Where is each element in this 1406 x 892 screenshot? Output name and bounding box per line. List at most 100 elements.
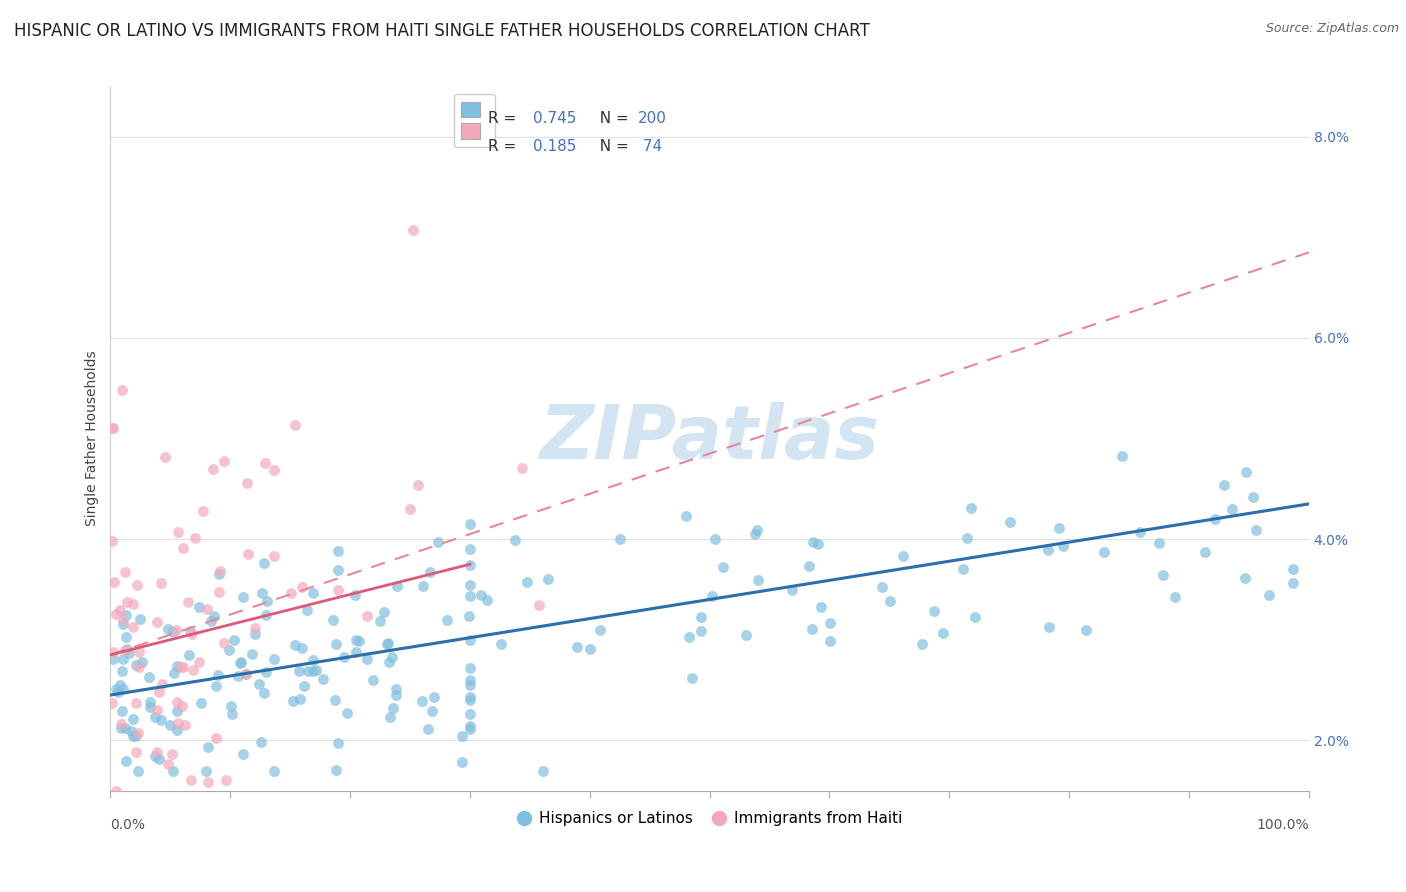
Point [172,699,194,714]
Point [411,694,433,708]
Point [128,660,150,674]
Point [1204,512,1226,526]
Point [375,637,398,651]
Point [208,564,231,578]
Point [162,625,184,640]
Point [744,526,766,541]
Point [110,721,132,735]
Point [167,525,190,540]
Point [127,578,149,592]
Point [128,612,150,626]
Point [100,696,122,710]
Point [114,565,136,579]
Point [172,541,194,555]
Point [458,673,481,687]
Point [284,418,307,433]
Point [124,658,146,673]
Point [1282,562,1305,576]
Point [328,583,350,598]
Point [292,679,315,693]
Point [191,504,214,518]
Point [159,718,181,732]
Point [589,623,612,637]
Point [263,764,285,778]
Point [322,613,344,627]
Point [399,501,422,516]
Point [166,658,188,673]
Point [122,713,145,727]
Point [458,690,481,704]
Point [110,716,132,731]
Point [111,664,134,678]
Point [510,460,533,475]
Point [166,704,188,718]
Point [336,706,359,720]
Point [801,622,824,636]
Point [190,696,212,710]
Point [344,588,367,602]
Point [197,775,219,789]
Point [678,630,700,644]
Point [1038,620,1060,634]
Point [347,634,370,648]
Point [162,764,184,778]
Point [325,763,347,777]
Point [326,736,349,750]
Point [891,549,914,564]
Point [157,757,180,772]
Point [165,623,187,637]
Point [170,660,193,674]
Point [810,600,832,615]
Point [114,721,136,735]
Point [156,622,179,636]
Point [1147,536,1170,550]
Point [240,647,263,661]
Point [253,686,276,700]
Legend: Hispanics or Latinos, Immigrants from Haiti: Hispanics or Latinos, Immigrants from Ha… [510,805,908,832]
Point [115,607,138,622]
Point [101,645,124,659]
Point [202,609,225,624]
Point [531,764,554,778]
Point [118,646,141,660]
Point [177,595,200,609]
Point [127,764,149,778]
Point [204,731,226,745]
Point [247,677,270,691]
Point [215,772,238,787]
Point [146,746,169,760]
Point [179,624,201,638]
Point [122,730,145,744]
Point [458,542,481,557]
Point [458,589,481,603]
Point [103,575,125,590]
Point [283,638,305,652]
Point [208,566,231,581]
Point [180,772,202,787]
Point [567,640,589,654]
Point [112,617,135,632]
Point [183,663,205,677]
Point [681,671,703,685]
Point [911,637,934,651]
Point [174,717,197,731]
Point [385,689,408,703]
Point [1036,542,1059,557]
Point [243,627,266,641]
Y-axis label: Single Father Households: Single Father Households [86,351,100,526]
Point [107,685,129,699]
Point [302,653,325,667]
Point [475,592,498,607]
Point [235,666,257,681]
Point [311,673,333,687]
Point [166,723,188,738]
Point [256,594,278,608]
Point [200,614,222,628]
Point [419,566,441,580]
Point [1111,449,1133,463]
Point [579,641,602,656]
Point [232,747,254,761]
Text: Source: ZipAtlas.com: Source: ZipAtlas.com [1265,22,1399,36]
Point [127,725,149,739]
Point [402,223,425,237]
